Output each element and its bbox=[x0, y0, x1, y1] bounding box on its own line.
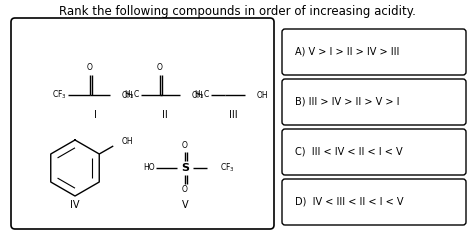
Text: Rank the following compounds in order of increasing acidity.: Rank the following compounds in order of… bbox=[59, 5, 415, 19]
Text: O: O bbox=[182, 141, 188, 150]
Text: V: V bbox=[182, 200, 188, 210]
Text: B) III > IV > II > V > I: B) III > IV > II > V > I bbox=[295, 97, 400, 107]
FancyBboxPatch shape bbox=[282, 179, 466, 225]
Text: OH: OH bbox=[122, 90, 134, 99]
Text: H$_3$C: H$_3$C bbox=[124, 89, 140, 101]
Text: CF$_3$: CF$_3$ bbox=[220, 162, 235, 174]
Text: IV: IV bbox=[70, 200, 80, 210]
Text: III: III bbox=[228, 110, 237, 120]
Text: C)  III < IV < II < I < V: C) III < IV < II < I < V bbox=[295, 147, 402, 157]
Text: S: S bbox=[181, 163, 189, 173]
Text: OH: OH bbox=[257, 90, 269, 99]
Text: CF$_3$: CF$_3$ bbox=[52, 89, 67, 101]
FancyBboxPatch shape bbox=[282, 29, 466, 75]
Text: II: II bbox=[162, 110, 168, 120]
Text: I: I bbox=[93, 110, 96, 120]
FancyBboxPatch shape bbox=[282, 129, 466, 175]
Text: HO: HO bbox=[143, 164, 155, 172]
Text: O: O bbox=[182, 185, 188, 195]
Text: O: O bbox=[87, 63, 93, 73]
FancyBboxPatch shape bbox=[11, 18, 274, 229]
FancyBboxPatch shape bbox=[282, 79, 466, 125]
Text: OH: OH bbox=[121, 137, 133, 146]
Text: A) V > I > II > IV > III: A) V > I > II > IV > III bbox=[295, 47, 400, 57]
Text: O: O bbox=[157, 63, 163, 73]
Text: OH: OH bbox=[192, 90, 204, 99]
Text: D)  IV < III < II < I < V: D) IV < III < II < I < V bbox=[295, 197, 403, 207]
Text: H$_3$C: H$_3$C bbox=[194, 89, 210, 101]
